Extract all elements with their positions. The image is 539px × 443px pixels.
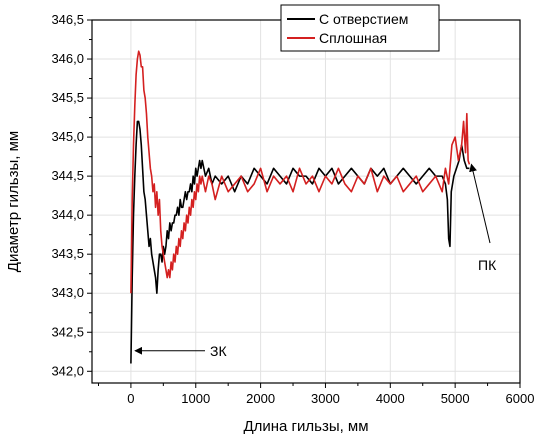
x-tick-label: 2000 xyxy=(246,391,275,406)
annotation-arrow-pk xyxy=(469,163,491,244)
x-tick-label: 6000 xyxy=(506,391,535,406)
annotation-layer: ЗК ПК xyxy=(134,163,497,359)
axis-ticks: 0 1000 2000 3000 4000 5000 6000 342,0 342,5 343,0… xyxy=(51,12,534,406)
legend-box xyxy=(280,4,440,52)
x-tick-label: 3000 xyxy=(311,391,340,406)
x-tick-label: 5000 xyxy=(441,391,470,406)
x-tick-label: 0 xyxy=(127,391,134,406)
y-tick-label: 344,0 xyxy=(51,207,84,222)
legend-label-series-1: С отверстием xyxy=(319,11,408,27)
series-line-2 xyxy=(130,50,471,294)
series-layer xyxy=(130,50,471,364)
y-tick-label: 342,0 xyxy=(51,363,84,378)
y-tick-label: 344,5 xyxy=(51,168,84,183)
legend-label-series-2: Сплошная xyxy=(319,30,387,46)
y-tick-label: 345,0 xyxy=(51,129,84,144)
y-axis-title: Диаметр гильзы, мм xyxy=(5,131,22,272)
y-tick-label: 346,0 xyxy=(51,51,84,66)
legend: С отверстием Сплошная xyxy=(280,4,440,52)
y-tick-label: 343,0 xyxy=(51,285,84,300)
series-line-1 xyxy=(130,120,470,364)
y-tick-label: 342,5 xyxy=(51,324,84,339)
x-axis-title: Длина гильзы, мм xyxy=(243,418,368,435)
annotation-label-pk: ПК xyxy=(478,257,497,273)
y-tick-label: 346,5 xyxy=(51,12,84,27)
x-tick-label: 1000 xyxy=(181,391,210,406)
annotation-label-zk: ЗК xyxy=(210,343,227,359)
y-tick-label: 345,5 xyxy=(51,90,84,105)
x-tick-label: 4000 xyxy=(376,391,405,406)
y-tick-label: 343,5 xyxy=(51,246,84,261)
